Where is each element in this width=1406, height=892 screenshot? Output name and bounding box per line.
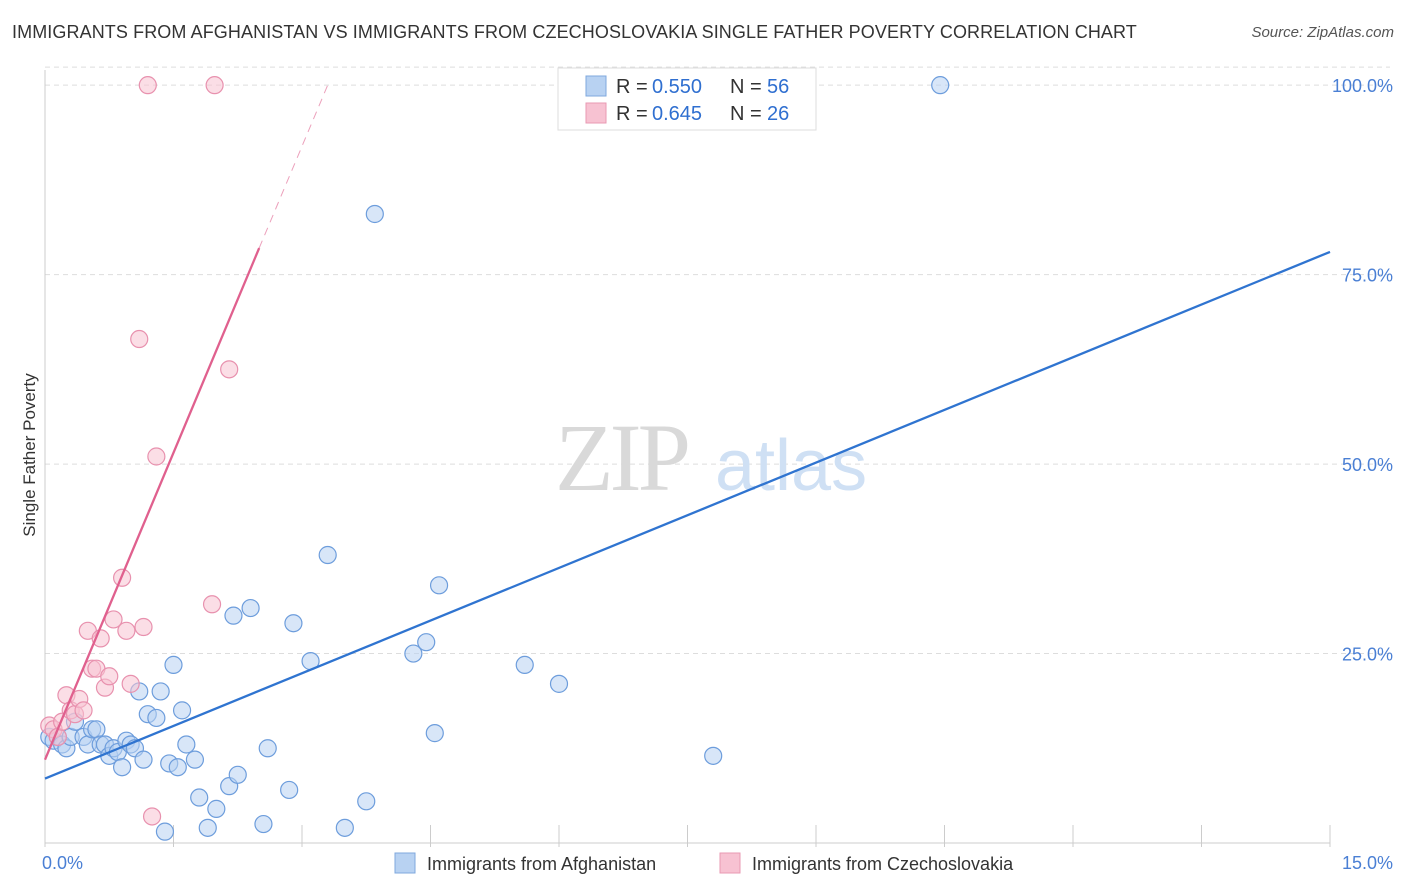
point-czechoslovakia [202, 595, 222, 614]
legend-n-label-1: N = [730, 76, 762, 98]
point-afghanistan [190, 788, 209, 807]
x-tick-labels: 0.0% 15.0% [42, 853, 1393, 873]
point-czechoslovakia [100, 667, 119, 686]
point-afghanistan [241, 598, 260, 618]
point-afghanistan [177, 735, 196, 754]
y-axis-label: Single Father Poverty [20, 373, 39, 537]
point-afghanistan [404, 644, 423, 663]
point-czechoslovakia [147, 447, 166, 466]
point-afghanistan [515, 655, 534, 675]
y-tick-label: 75.0% [1342, 266, 1393, 286]
point-afghanistan [207, 799, 226, 818]
bottom-legend-swatch-afghanistan [394, 852, 416, 874]
point-czechoslovakia [134, 617, 153, 637]
legend-box: R = 0.550 N = 56 R = 0.645 N = 26 [557, 67, 817, 131]
point-czechoslovakia [74, 701, 93, 720]
chart-title: IMMIGRANTS FROM AFGHANISTAN VS IMMIGRANT… [12, 22, 1137, 42]
bottom-legend-label-afghanistan: Immigrants from Afghanistan [427, 854, 656, 874]
point-afghanistan [254, 814, 273, 834]
point-afghanistan [425, 724, 444, 743]
legend-r-label-1: R = [616, 76, 648, 98]
x-tick-label-max: 15.0% [1342, 853, 1393, 873]
point-afghanistan [318, 545, 337, 565]
point-afghanistan [258, 739, 277, 758]
x-tick-label-min: 0.0% [42, 853, 83, 873]
point-czechoslovakia [104, 610, 123, 629]
point-afghanistan [112, 758, 132, 777]
point-afghanistan [134, 750, 153, 769]
point-afghanistan [335, 818, 354, 837]
bottom-legend-swatch-czechoslovakia [719, 852, 741, 874]
legend-n-label-2: N = [730, 103, 762, 125]
series-layer [40, 76, 1331, 841]
point-czechoslovakia [121, 674, 140, 693]
gridlines [45, 66, 1390, 655]
trendline-czechoslovakia-extension [258, 84, 329, 249]
trendline-czechoslovakia [43, 247, 261, 761]
point-czechoslovakia [138, 76, 157, 95]
point-afghanistan [931, 76, 950, 95]
point-czechoslovakia [117, 621, 136, 640]
point-afghanistan [168, 758, 187, 777]
point-afghanistan [87, 720, 106, 739]
source-label: Source: ZipAtlas.com [1251, 24, 1394, 41]
point-afghanistan [429, 576, 449, 595]
point-afghanistan [365, 204, 384, 224]
bottom-legend-label-czechoslovakia: Immigrants from Czechoslovakia [752, 854, 1014, 874]
axes [44, 70, 1331, 847]
point-afghanistan [357, 792, 376, 811]
point-afghanistan [704, 746, 723, 765]
point-afghanistan [151, 682, 170, 701]
legend-r-value-1: 0.550 [652, 76, 702, 98]
point-afghanistan [185, 750, 205, 769]
y-tick-labels: 25.0% 50.0% 75.0% 100.0% [1332, 76, 1393, 664]
point-czechoslovakia [205, 76, 224, 95]
legend-n-value-1: 56 [767, 76, 789, 98]
legend-r-value-2: 0.645 [652, 103, 702, 125]
point-afghanistan [228, 765, 247, 784]
point-afghanistan [284, 614, 303, 633]
point-afghanistan [172, 701, 192, 720]
point-afghanistan [147, 708, 166, 728]
y-tick-label: 25.0% [1342, 645, 1393, 665]
watermark-zip: ZIP [555, 404, 688, 511]
legend-n-value-2: 26 [767, 103, 789, 125]
point-afghanistan [417, 633, 436, 652]
trendline-afghanistan [44, 250, 1331, 780]
legend-swatch-czechoslovakia [585, 102, 607, 124]
point-afghanistan [198, 818, 217, 837]
point-czechoslovakia [220, 360, 239, 379]
bottom-legend: Immigrants from Afghanistan Immigrants f… [394, 852, 1014, 874]
legend-r-label-2: R = [616, 103, 648, 125]
watermark: ZIP atlas [555, 404, 867, 511]
y-tick-label: 50.0% [1342, 455, 1393, 475]
point-afghanistan [155, 822, 175, 841]
point-afghanistan [280, 780, 299, 800]
point-afghanistan [549, 674, 569, 693]
legend-swatch-afghanistan [585, 75, 607, 97]
point-afghanistan [224, 606, 243, 625]
y-tick-label: 100.0% [1332, 76, 1393, 96]
point-czechoslovakia [130, 329, 149, 349]
point-czechoslovakia [142, 807, 162, 826]
point-afghanistan [164, 655, 183, 675]
